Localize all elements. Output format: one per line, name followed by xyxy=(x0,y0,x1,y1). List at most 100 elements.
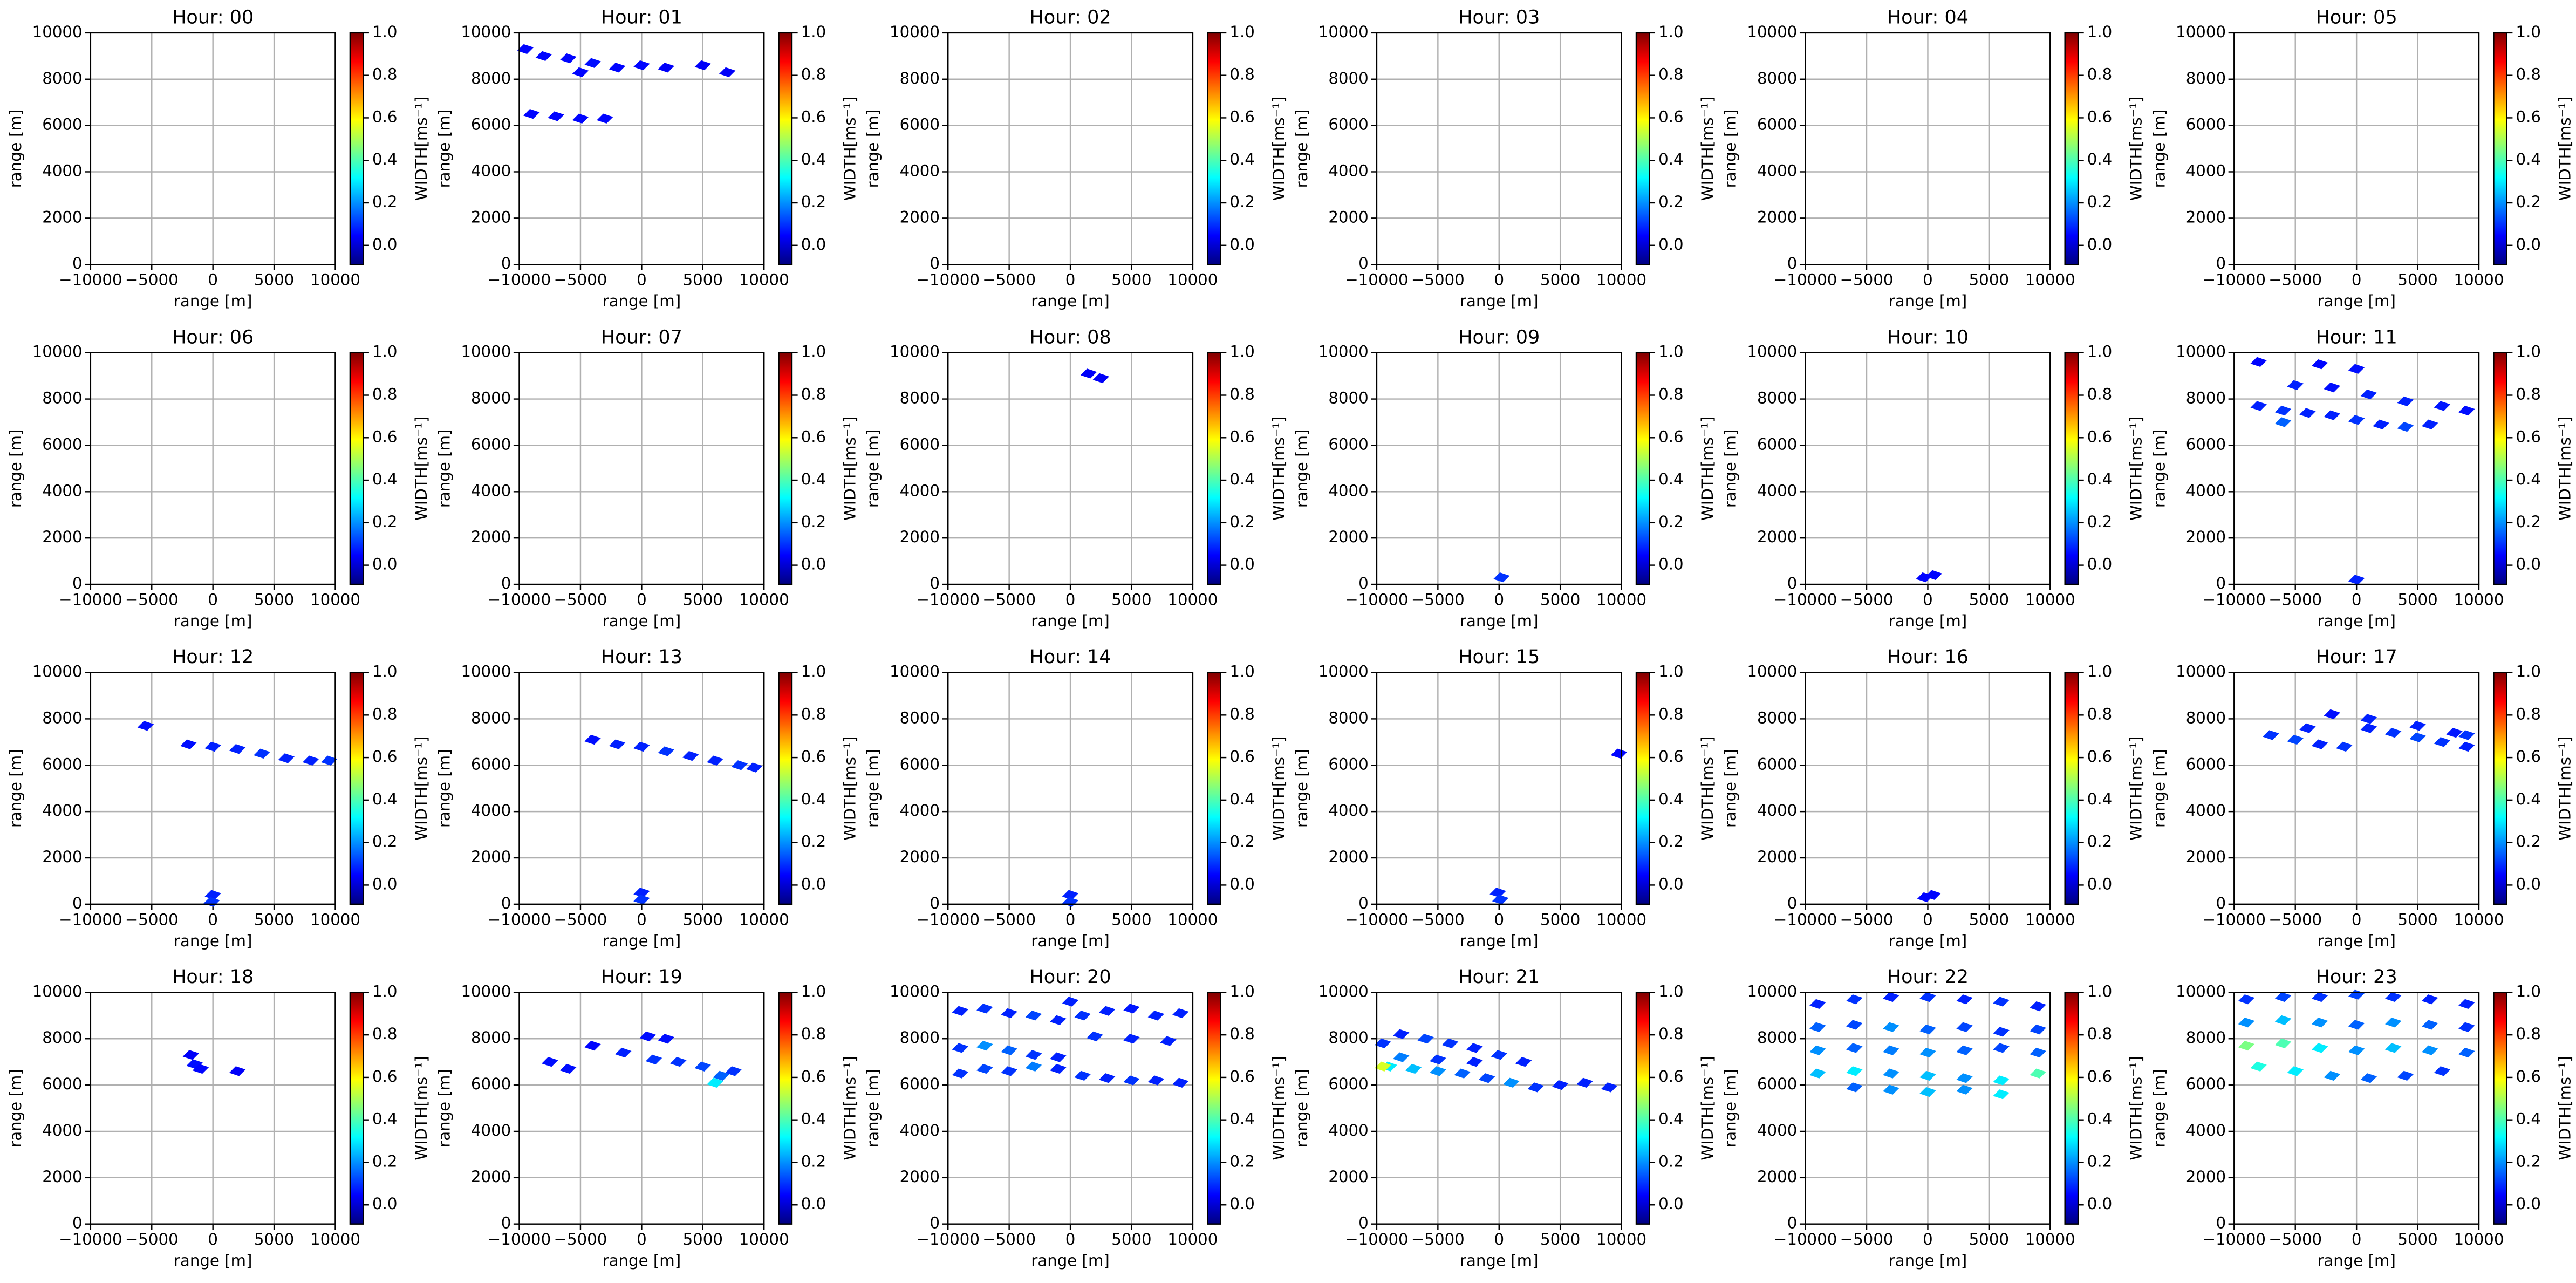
data-point xyxy=(1025,1061,1042,1072)
x-axis-label: range [m] xyxy=(2317,612,2396,630)
data-point xyxy=(1809,999,1826,1009)
y-tick-label: 0 xyxy=(1787,894,1798,912)
colorbar-tick-label: 0.4 xyxy=(2516,1110,2540,1128)
y-tick-label: 2000 xyxy=(2186,1168,2226,1186)
x-tick-label: −5000 xyxy=(125,271,179,289)
data-point xyxy=(1552,1080,1569,1090)
x-tick-label: −5000 xyxy=(1840,910,1894,929)
colorbar-tick-label: 0.6 xyxy=(2516,747,2540,766)
colorbar-tick-label: 0.2 xyxy=(1229,513,1254,531)
colorbar-tick-label: 0.6 xyxy=(372,1067,397,1086)
x-tick-label: 0 xyxy=(2352,1230,2362,1248)
x-tick-label: 10000 xyxy=(2025,590,2075,609)
colorbar-tick-label: 0.0 xyxy=(372,875,397,893)
colorbar-tick-label: 0.8 xyxy=(2087,705,2112,723)
x-tick-label: −10000 xyxy=(1774,1230,1837,1248)
colorbar-tick-label: 0.4 xyxy=(2516,150,2540,168)
colorbar-tick-label: 0.0 xyxy=(1658,1195,1683,1213)
data-point xyxy=(694,60,712,71)
y-tick-label: 4000 xyxy=(471,801,511,820)
data-point xyxy=(2030,1047,2046,1058)
data-point xyxy=(1883,992,1899,1002)
colorbar-tick-label: 0.0 xyxy=(801,235,826,254)
colorbar-tick-label: 0.8 xyxy=(372,65,397,84)
colorbar-tick-label: 0.4 xyxy=(801,790,826,808)
y-axis-label: range [m] xyxy=(6,1069,25,1148)
y-tick-label: 6000 xyxy=(2186,115,2226,134)
colorbar-tick-label: 0.0 xyxy=(2087,1195,2112,1213)
x-tick-label: −10000 xyxy=(59,1230,122,1248)
y-tick-label: 10000 xyxy=(461,23,511,41)
colorbar-tick-label: 0.6 xyxy=(1229,107,1254,126)
y-tick-label: 0 xyxy=(501,894,511,912)
colorbar-tick-label: 1.0 xyxy=(2516,343,2540,361)
y-tick-label: 6000 xyxy=(2186,435,2226,453)
data-point xyxy=(2311,1018,2328,1028)
colorbar-tick-label: 0.4 xyxy=(1658,470,1683,488)
x-tick-label: 5000 xyxy=(1111,910,1151,929)
x-tick-label: 0 xyxy=(208,1230,218,1248)
data-point xyxy=(639,1031,656,1042)
y-axis-label: range [m] xyxy=(1293,110,1311,188)
panel-title: Hour: 22 xyxy=(1887,966,1969,988)
x-axis-label: range [m] xyxy=(1031,932,1110,950)
data-point xyxy=(1001,1008,1017,1019)
x-tick-label: −10000 xyxy=(488,1230,551,1248)
data-point xyxy=(2030,1001,2046,1012)
panel: Hour: 23 −10000 −5000 0 5000 10000 0 2000 4000 60… xyxy=(2150,966,2574,1270)
colorbar-tick-label: 0.2 xyxy=(1229,832,1254,851)
panel-title: Hour: 06 xyxy=(172,326,254,348)
colorbar-tick-label: 1.0 xyxy=(2087,343,2112,361)
data-point xyxy=(1809,1045,1826,1055)
x-tick-label: 5000 xyxy=(254,590,294,609)
axes-frame xyxy=(947,992,1194,1225)
data-point xyxy=(1492,895,1509,905)
y-axis-label: range [m] xyxy=(2150,1069,2168,1148)
y-tick-label: 0 xyxy=(2216,254,2226,272)
data-point xyxy=(1466,1043,1483,1053)
x-tick-label: 0 xyxy=(637,1230,647,1248)
x-tick-label: 10000 xyxy=(1596,1230,1646,1248)
colorbar-tick-label: 0.2 xyxy=(801,832,826,851)
data-point xyxy=(2324,1070,2341,1081)
y-tick-label: 4000 xyxy=(1328,481,1368,500)
colorbar-tick-label: 0.8 xyxy=(1658,385,1683,403)
data-point xyxy=(584,1040,601,1051)
axes-frame xyxy=(90,672,336,905)
y-tick-label: 4000 xyxy=(1328,161,1368,180)
data-point xyxy=(1610,748,1628,759)
data-point xyxy=(2360,1073,2377,1083)
x-axis-label: range [m] xyxy=(603,1252,681,1270)
data-point xyxy=(2324,709,2341,719)
x-tick-label: 0 xyxy=(1923,910,1933,929)
y-tick-label: 8000 xyxy=(42,69,82,87)
panel: Hour: 09 −10000 −5000 0 5000 10000 0 2000 4000 60… xyxy=(1293,326,1717,630)
axes-frame xyxy=(1805,352,2051,585)
colorbar-tick-label: 0.8 xyxy=(2087,65,2112,84)
data-point xyxy=(658,746,674,756)
x-tick-label: 5000 xyxy=(254,1230,294,1248)
data-point xyxy=(2030,1024,2046,1035)
panel: Hour: 14 −10000 −5000 0 5000 10000 0 2000 4000 60… xyxy=(864,646,1288,950)
x-tick-label: −10000 xyxy=(917,271,980,289)
data-point xyxy=(1919,1047,1936,1058)
panel: Hour: 18 −10000 −5000 0 5000 10000 0 2000 4000 60… xyxy=(6,966,431,1270)
colorbar-tick-label: 0.2 xyxy=(372,1152,397,1170)
colorbar-tick-label: 1.0 xyxy=(2516,663,2540,681)
data-point xyxy=(1846,1066,1863,1076)
y-tick-label: 8000 xyxy=(1757,389,1797,407)
colorbar-tick-label: 0.2 xyxy=(2087,1152,2112,1170)
colorbar-tick-label: 1.0 xyxy=(801,663,826,681)
y-tick-label: 10000 xyxy=(890,663,940,681)
x-tick-label: 10000 xyxy=(2454,590,2504,609)
data-point xyxy=(2360,723,2377,733)
y-tick-label: 6000 xyxy=(42,115,82,134)
data-point xyxy=(1809,1068,1826,1079)
data-point xyxy=(976,1040,993,1051)
axes-frame xyxy=(1805,672,2051,905)
y-axis-label: range [m] xyxy=(864,110,882,188)
y-tick-label: 4000 xyxy=(1757,161,1797,180)
y-tick-label: 6000 xyxy=(1757,1075,1797,1093)
y-axis-label: range [m] xyxy=(864,429,882,508)
colorbar-tick-label: 0.2 xyxy=(1229,1152,1254,1170)
